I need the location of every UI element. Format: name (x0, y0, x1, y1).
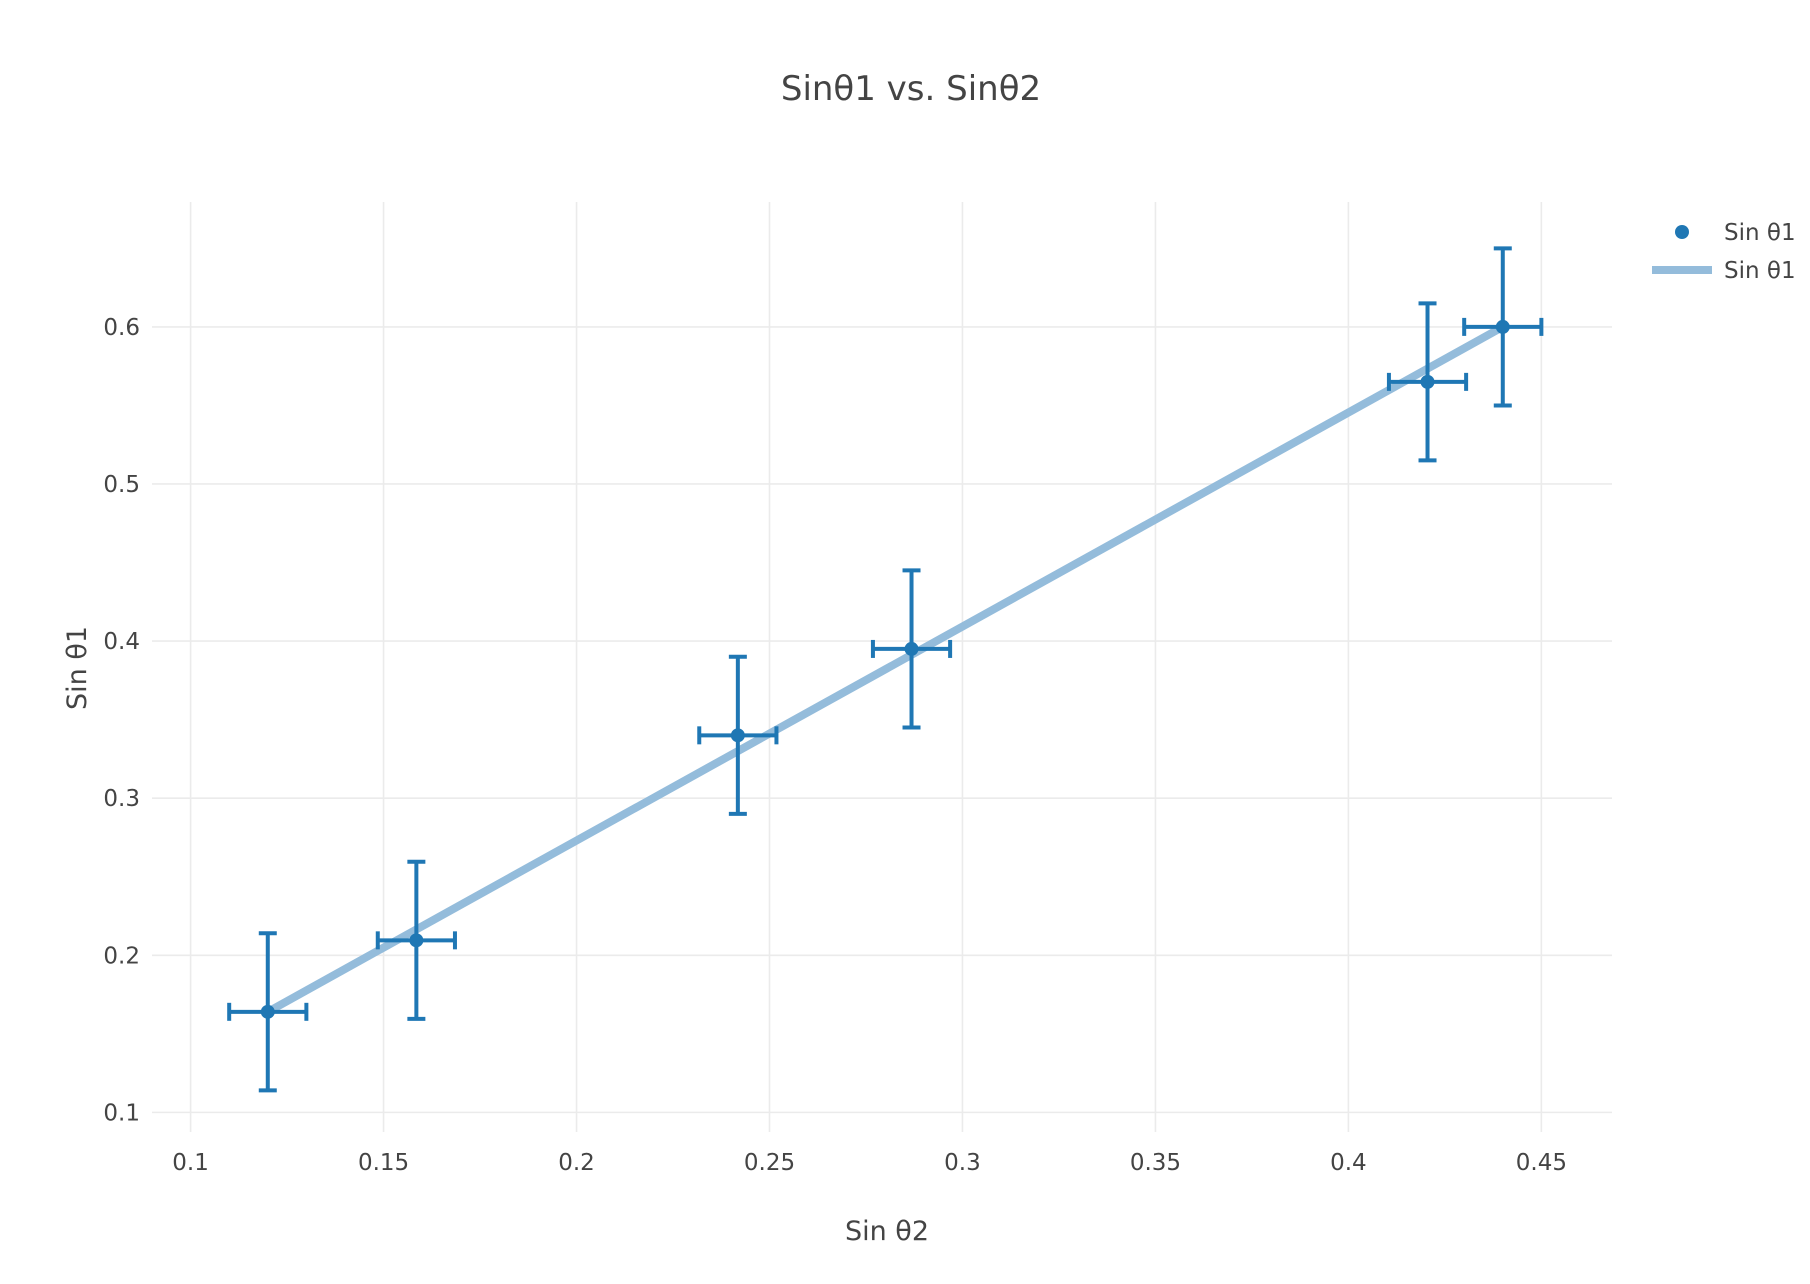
y-tick-label: 0.6 (103, 315, 140, 341)
x-tick-label: 0.25 (744, 1150, 795, 1176)
data-point (260, 1004, 275, 1019)
data-point (904, 641, 919, 656)
y-tick-label: 0.5 (103, 472, 140, 498)
legend-marker-icon (1675, 225, 1689, 239)
x-tick-label: 0.2 (558, 1150, 595, 1176)
data-point (730, 728, 745, 743)
x-axis-ticks: 0.1 0.15 0.2 0.25 0.3 0.35 0.4 0.45 (172, 1150, 1567, 1176)
x-axis-title: Sin θ2 (845, 1216, 929, 1247)
legend-label: Sin θ1 (1724, 258, 1796, 284)
grid (152, 202, 1612, 1132)
y-axis-ticks: 0.1 0.2 0.3 0.4 0.5 0.6 (103, 315, 140, 1126)
data-point (409, 933, 424, 948)
legend: Sin θ1 Sin θ1 (1652, 220, 1796, 284)
chart-title: Sinθ1 vs. Sinθ2 (781, 69, 1041, 109)
legend-item: Sin θ1 (1675, 220, 1796, 246)
x-tick-label: 0.45 (1516, 1150, 1567, 1176)
x-tick-label: 0.35 (1130, 1150, 1181, 1176)
fit-line (265, 323, 1505, 1016)
y-axis-title: Sin θ1 (62, 626, 93, 710)
x-tick-label: 0.3 (944, 1150, 981, 1176)
fit-line-series (265, 323, 1505, 1016)
x-tick-label: 0.1 (172, 1150, 209, 1176)
legend-label: Sin θ1 (1724, 220, 1796, 246)
y-tick-label: 0.1 (103, 1100, 140, 1126)
legend-item: Sin θ1 (1652, 258, 1796, 284)
marker-series (260, 319, 1510, 1019)
y-tick-label: 0.3 (103, 786, 140, 812)
data-point (1495, 319, 1510, 334)
data-point (1420, 374, 1435, 389)
x-tick-label: 0.15 (358, 1150, 409, 1176)
y-tick-label: 0.4 (103, 629, 140, 655)
y-tick-label: 0.2 (103, 943, 140, 969)
x-tick-label: 0.4 (1330, 1150, 1367, 1176)
